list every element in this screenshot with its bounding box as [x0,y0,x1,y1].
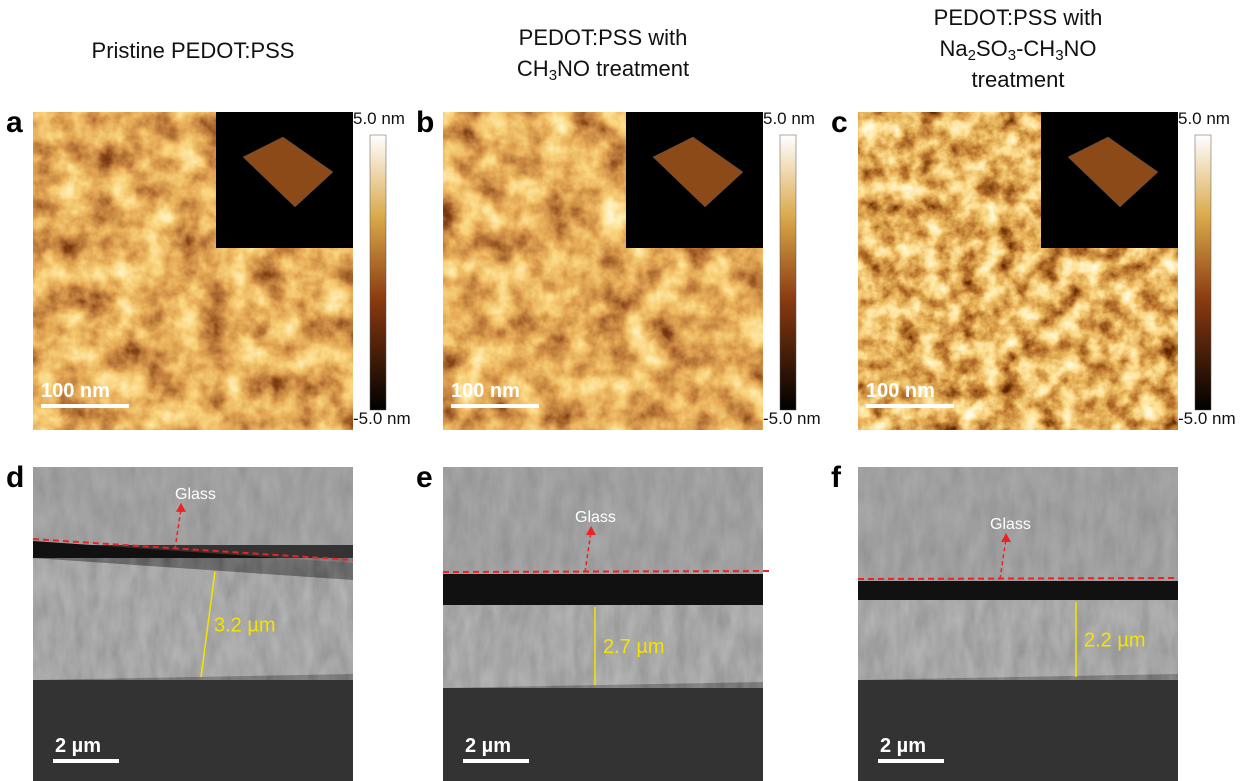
subscript: 3 [1008,47,1016,64]
thickness-label: 2.2 µm [1084,630,1146,652]
scale-bar-line [878,759,944,763]
panel-label: a [6,106,23,139]
scale-bar-line [451,404,539,408]
thickness-label: 2.7 µm [603,636,665,658]
scale-bar-line [41,404,129,408]
title-text: NO [1064,36,1097,61]
title-text: PEDOT:PSS with [934,5,1103,30]
subscript: 2 [968,47,976,64]
colorbar-max: 5.0 nm [763,109,815,128]
title-text: CH [517,56,549,81]
colorbar-min: -5.0 nm [353,409,411,428]
panel-label: b [416,106,434,139]
colorbar-min: -5.0 nm [1178,409,1236,428]
scale-bar-line [866,404,954,408]
panel-label: f [831,461,842,494]
panel-title: Na2SO3-CH3NO [939,36,1096,64]
panel-title: PEDOT:PSS with [519,25,688,50]
scale-bar-label: 2 µm [55,735,101,757]
colorbar-max: 5.0 nm [353,109,405,128]
panel-title: Pristine PEDOT:PSS [92,38,295,63]
glass-label: Glass [175,486,216,503]
panel-label: c [831,106,848,139]
panel-title: PEDOT:PSS with [934,5,1103,30]
subscript: 3 [1055,47,1063,64]
title-text: Pristine PEDOT:PSS [92,38,295,63]
gap [858,581,1178,600]
colorbar-min: -5.0 nm [763,409,821,428]
thickness-label: 3.2 µm [214,614,276,636]
scale-bar-label: 100 nm [451,380,520,402]
colorbar-max: 5.0 nm [1178,109,1230,128]
colorbar [1195,135,1211,410]
scale-bar-line [463,759,529,763]
glass-label: Glass [575,509,616,526]
subscript: 3 [549,67,557,84]
scale-bar-line [53,759,119,763]
title-text: SO [976,36,1008,61]
scale-bar-label: 100 nm [866,380,935,402]
scale-bar-label: 2 µm [465,735,511,757]
scale-bar-label: 2 µm [880,735,926,757]
scale-bar-label: 100 nm [41,380,110,402]
page: {"afm_panels": [ {"label": "a", "title":… [0,0,1250,781]
title-text: PEDOT:PSS with [519,25,688,50]
colorbar [370,135,386,410]
panel-title: CH3NO treatment [517,56,689,84]
panel-label: e [416,461,433,494]
panel-label: d [6,461,24,494]
title-text: Na [939,36,968,61]
title-text: treatment [972,67,1065,92]
glass-label: Glass [990,516,1031,533]
panel-title: treatment [972,67,1065,92]
glass-texture [33,467,353,545]
title-text: -CH [1016,36,1055,61]
gap [443,574,763,605]
title-text: NO treatment [557,56,689,81]
colorbar [780,135,796,410]
figure: Pristine PEDOT:PSS a 100 nm 5.0 nm -5.0 nm PE… [0,0,1250,781]
